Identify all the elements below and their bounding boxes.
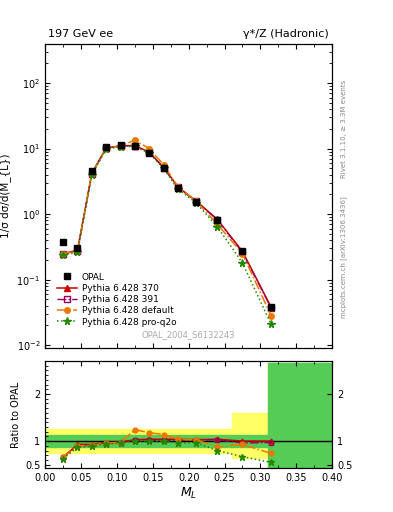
Pythia 6.428 391 xyxy=(215,217,220,223)
Pythia 6.428 370 xyxy=(118,143,123,149)
OPAL xyxy=(90,168,94,174)
Pythia 6.428 370 xyxy=(240,248,245,254)
OPAL xyxy=(161,165,166,172)
Line: Pythia 6.428 default: Pythia 6.428 default xyxy=(61,137,274,318)
Pythia 6.428 default xyxy=(90,171,94,177)
Pythia 6.428 pro-q2o xyxy=(104,146,108,152)
OPAL xyxy=(240,248,245,254)
Pythia 6.428 pro-q2o xyxy=(75,249,80,255)
Pythia 6.428 pro-q2o xyxy=(132,143,137,150)
Pythia 6.428 370 xyxy=(147,149,152,155)
Pythia 6.428 default xyxy=(132,137,137,143)
Pythia 6.428 370 xyxy=(193,198,198,204)
Pythia 6.428 391 xyxy=(90,171,94,177)
Pythia 6.428 370 xyxy=(269,304,274,310)
Pythia 6.428 pro-q2o xyxy=(61,251,66,258)
Line: Pythia 6.428 391: Pythia 6.428 391 xyxy=(61,143,274,311)
Line: Pythia 6.428 pro-q2o: Pythia 6.428 pro-q2o xyxy=(59,142,275,328)
Pythia 6.428 pro-q2o xyxy=(147,150,152,156)
Text: OPAL_2004_S6132243: OPAL_2004_S6132243 xyxy=(142,330,235,339)
Pythia 6.428 391 xyxy=(147,150,152,156)
Pythia 6.428 pro-q2o xyxy=(118,143,123,150)
Pythia 6.428 370 xyxy=(104,145,108,151)
Pythia 6.428 391 xyxy=(161,165,166,171)
Text: mcplots.cern.ch [arXiv:1306.3436]: mcplots.cern.ch [arXiv:1306.3436] xyxy=(340,196,347,317)
Pythia 6.428 default xyxy=(176,184,180,190)
Pythia 6.428 391 xyxy=(118,143,123,149)
OPAL xyxy=(61,239,66,245)
Legend: OPAL, Pythia 6.428 370, Pythia 6.428 391, Pythia 6.428 default, Pythia 6.428 pro: OPAL, Pythia 6.428 370, Pythia 6.428 391… xyxy=(55,271,178,328)
Pythia 6.428 default xyxy=(147,145,152,152)
OPAL xyxy=(104,144,108,150)
Pythia 6.428 370 xyxy=(215,216,220,222)
Pythia 6.428 default xyxy=(61,250,66,257)
Text: γ*/Z (Hadronic): γ*/Z (Hadronic) xyxy=(244,29,329,39)
Pythia 6.428 370 xyxy=(61,250,66,257)
Pythia 6.428 370 xyxy=(90,170,94,176)
Pythia 6.428 default xyxy=(75,248,80,254)
Pythia 6.428 pro-q2o xyxy=(161,165,166,172)
OPAL xyxy=(118,142,123,148)
Pythia 6.428 default xyxy=(193,198,198,204)
Pythia 6.428 370 xyxy=(132,142,137,148)
Pythia 6.428 391 xyxy=(61,250,66,257)
Pythia 6.428 391 xyxy=(104,145,108,152)
OPAL xyxy=(176,185,180,191)
Pythia 6.428 default xyxy=(104,145,108,152)
Pythia 6.428 370 xyxy=(176,184,180,190)
Pythia 6.428 default xyxy=(161,161,166,167)
OPAL xyxy=(132,143,137,150)
Pythia 6.428 370 xyxy=(161,164,166,170)
Line: OPAL: OPAL xyxy=(60,142,274,310)
Y-axis label: Ratio to OPAL: Ratio to OPAL xyxy=(11,381,21,448)
OPAL xyxy=(215,218,220,224)
Pythia 6.428 default xyxy=(269,313,274,319)
Text: Rivet 3.1.10, ≥ 3.3M events: Rivet 3.1.10, ≥ 3.3M events xyxy=(341,80,347,178)
Pythia 6.428 391 xyxy=(75,248,80,254)
Pythia 6.428 pro-q2o xyxy=(215,224,220,230)
Y-axis label: 1/σ dσ/d(M_{L}): 1/σ dσ/d(M_{L}) xyxy=(0,154,11,238)
Pythia 6.428 pro-q2o xyxy=(193,200,198,206)
Text: 197 GeV ee: 197 GeV ee xyxy=(48,29,113,39)
Pythia 6.428 default xyxy=(215,221,220,227)
Line: Pythia 6.428 370: Pythia 6.428 370 xyxy=(61,143,274,310)
Pythia 6.428 391 xyxy=(269,305,274,311)
Pythia 6.428 391 xyxy=(193,198,198,204)
Pythia 6.428 default xyxy=(118,143,123,149)
X-axis label: $M_L$: $M_L$ xyxy=(180,486,197,501)
OPAL xyxy=(75,245,80,251)
Pythia 6.428 default xyxy=(240,250,245,257)
Pythia 6.428 391 xyxy=(176,184,180,190)
OPAL xyxy=(147,150,152,156)
Pythia 6.428 pro-q2o xyxy=(240,260,245,266)
Pythia 6.428 pro-q2o xyxy=(176,186,180,192)
OPAL xyxy=(193,199,198,205)
Pythia 6.428 391 xyxy=(240,249,245,255)
OPAL xyxy=(269,304,274,310)
Pythia 6.428 pro-q2o xyxy=(269,321,274,327)
Pythia 6.428 pro-q2o xyxy=(90,172,94,178)
Pythia 6.428 370 xyxy=(75,247,80,253)
Pythia 6.428 391 xyxy=(132,143,137,149)
